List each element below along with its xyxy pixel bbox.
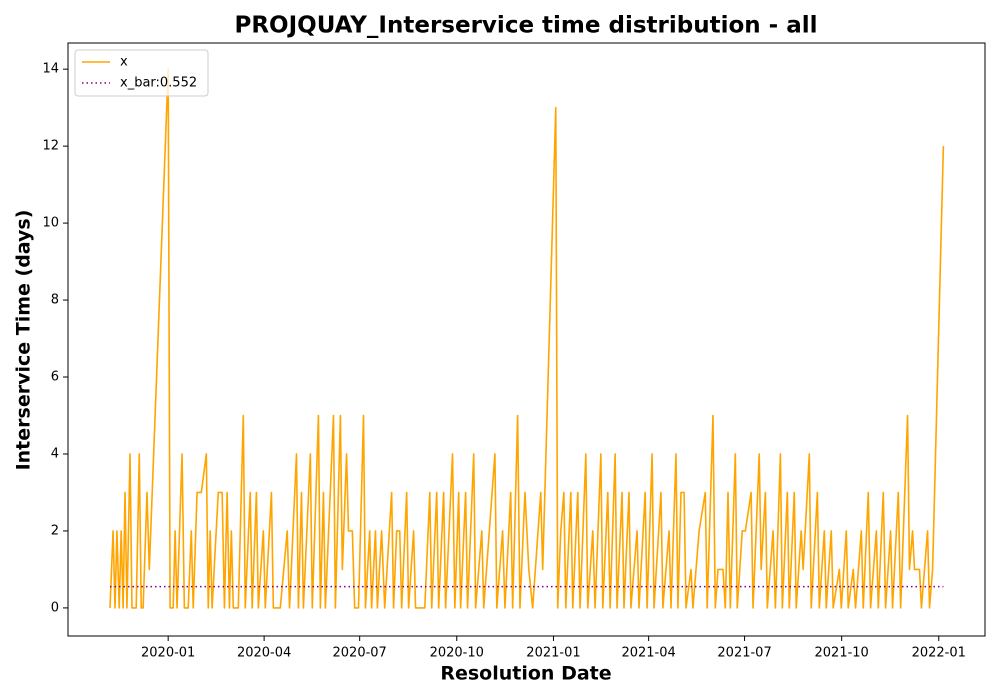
x-axis-label: Resolution Date — [440, 663, 611, 685]
y-tick-label: 2 — [51, 523, 59, 538]
x-tick-label: 2021-10 — [815, 646, 869, 661]
y-axis-label: Interservice Time (days) — [13, 210, 35, 471]
legend: x x_bar:0.552 — [74, 49, 209, 97]
legend-label: x_bar:0.552 — [120, 76, 197, 91]
y-tick-label: 6 — [51, 370, 59, 385]
x-tick-label: 2021-01 — [526, 646, 580, 661]
x-tick-label: 2020-04 — [237, 646, 291, 661]
x-tick-label: 2022-01 — [912, 646, 966, 661]
x-tick-label: 2021-07 — [717, 646, 771, 661]
y-tick-label: 14 — [42, 62, 59, 77]
y-tick-label: 0 — [51, 600, 59, 615]
y-tick-label: 10 — [42, 216, 59, 231]
y-tick-label: 4 — [51, 446, 59, 461]
legend-label: x — [120, 55, 128, 70]
data-line — [109, 68, 945, 609]
chart-title: PROJQUAY_Interservice time distribution … — [234, 13, 817, 39]
x-tick-label: 2020-01 — [141, 646, 195, 661]
x-tick-label: 2020-10 — [430, 646, 484, 661]
y-tick-label: 8 — [51, 293, 59, 308]
x-tick-label: 2021-04 — [621, 646, 675, 661]
axes-frame — [67, 42, 986, 637]
x-tick-label: 2020-07 — [333, 646, 387, 661]
y-tick-label: 12 — [42, 139, 59, 154]
